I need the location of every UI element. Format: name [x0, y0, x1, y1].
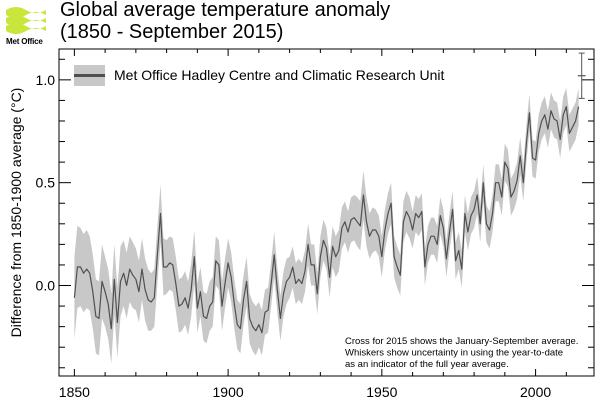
annotation-line-1: Cross for 2015 shows the January-Septemb…: [345, 336, 578, 347]
y-tick-label: 0.5: [36, 175, 56, 191]
met-office-logo: [4, 4, 56, 46]
uncertainty-band-layer: [74, 88, 579, 364]
annotation-line-3: as an indicator of the full year average…: [345, 359, 509, 370]
chart-title-line1: Global average temperature anomaly: [60, 0, 391, 21]
axes: 1850 1900 1950 2000 0.0 0.5 1.0: [36, 48, 595, 400]
logo-waves-icon: [6, 7, 46, 34]
x-tick-label: 1900: [213, 384, 244, 400]
plot-frame: [58, 48, 595, 377]
y-axis-label: Difference from 1850-1900 average (°C): [8, 88, 24, 338]
legend: Met Office Hadley Centre and Climatic Re…: [74, 65, 445, 86]
x-tick-label: 2000: [520, 384, 551, 400]
chart-title-line2: (1850 - September 2015): [60, 21, 284, 43]
legend-label: Met Office Hadley Centre and Climatic Re…: [114, 67, 445, 83]
x-tick-label: 1850: [59, 384, 90, 400]
cross-2015: [577, 52, 586, 99]
y-tick-label: 0.0: [36, 278, 56, 294]
series-line-layer: [73, 105, 580, 334]
x-tick-label: 1950: [366, 384, 397, 400]
annotation-note: Cross for 2015 shows the January-Septemb…: [345, 336, 578, 370]
y-tick-label: 1.0: [36, 72, 56, 88]
logo-text: Met Office: [6, 37, 43, 46]
uncertainty-band: [74, 88, 579, 364]
annotation-line-2: Whiskers show uncertainty in using the y…: [345, 348, 563, 359]
